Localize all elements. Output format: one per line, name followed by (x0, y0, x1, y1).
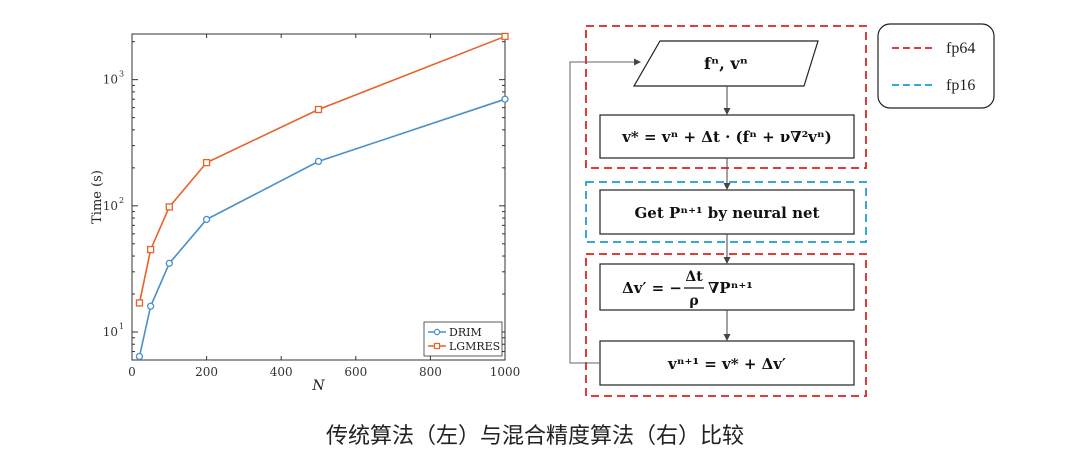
x-tick-label: 600 (344, 365, 367, 379)
fp16-region (585, 181, 867, 243)
y-axis-label: Time (s) (90, 170, 105, 224)
update-label: vⁿ⁺¹ = v* + Δv′ (667, 355, 786, 373)
advect-label: v* = vⁿ + Δt · (fⁿ + ν∇²vⁿ) (621, 128, 832, 146)
gradient-rhs: ∇Pⁿ⁺¹ (708, 279, 753, 297)
y-tick-exponent: 2 (119, 196, 124, 205)
y-tick-exponent: 1 (119, 322, 124, 331)
x-tick-label: 0 (128, 365, 136, 379)
x-axis-label: N (311, 378, 325, 394)
chart-legend (423, 321, 503, 357)
data-point-drim (165, 259, 173, 268)
loop-back-arrow (569, 58, 641, 364)
gradient-node (599, 263, 855, 311)
input-node (632, 40, 819, 87)
data-point-lgmres (165, 203, 173, 211)
plot-frame (131, 33, 506, 361)
data-point-drim (202, 215, 211, 224)
legend-label-drim: DRIM (449, 326, 482, 339)
x-tick-label: 400 (270, 365, 293, 379)
y-tick-label: 10 (103, 73, 118, 87)
fp64-region-top (585, 25, 867, 169)
advect-node (599, 114, 855, 159)
gradient-lhs: Δv′ = − (622, 279, 682, 297)
series-line-drim (138, 98, 506, 357)
update-node (599, 340, 855, 386)
data-point-lgmres (202, 158, 211, 167)
data-point-lgmres (135, 299, 144, 307)
data-point-drim (135, 352, 144, 361)
y-tick-label: 10 (103, 199, 118, 213)
legend-label-lgmres: LGMRES (449, 340, 500, 353)
precision-legend (877, 23, 995, 109)
x-tick-label: 200 (195, 365, 218, 379)
data-point-drim (314, 157, 323, 166)
input-label: fⁿ, vⁿ (704, 54, 748, 73)
gradient-numerator: Δt (685, 269, 703, 285)
data-point-lgmres (501, 32, 509, 41)
data-point-drim (501, 95, 509, 103)
neural-label: Get Pⁿ⁺¹ by neural net (635, 204, 820, 222)
series-line-lgmres (138, 35, 506, 304)
fp16-legend-label: fp16 (946, 77, 975, 94)
gradient-denominator: ρ (689, 293, 698, 309)
fp64-legend-label: fp64 (946, 40, 975, 57)
data-point-lgmres (146, 245, 155, 254)
legend-marker-lgmres (433, 342, 441, 350)
figure-caption: 传统算法（左）与混合精度算法（右）比较 (325, 424, 744, 449)
neural-node (599, 189, 855, 235)
legend-marker-drim (433, 328, 441, 336)
y-tick-label: 10 (103, 325, 118, 339)
fp64-region-bottom (585, 253, 867, 397)
x-tick-label: 1000 (490, 365, 521, 379)
data-point-lgmres (314, 105, 323, 114)
x-tick-label: 800 (419, 365, 442, 379)
data-point-drim (146, 302, 155, 310)
y-tick-exponent: 3 (119, 70, 124, 79)
